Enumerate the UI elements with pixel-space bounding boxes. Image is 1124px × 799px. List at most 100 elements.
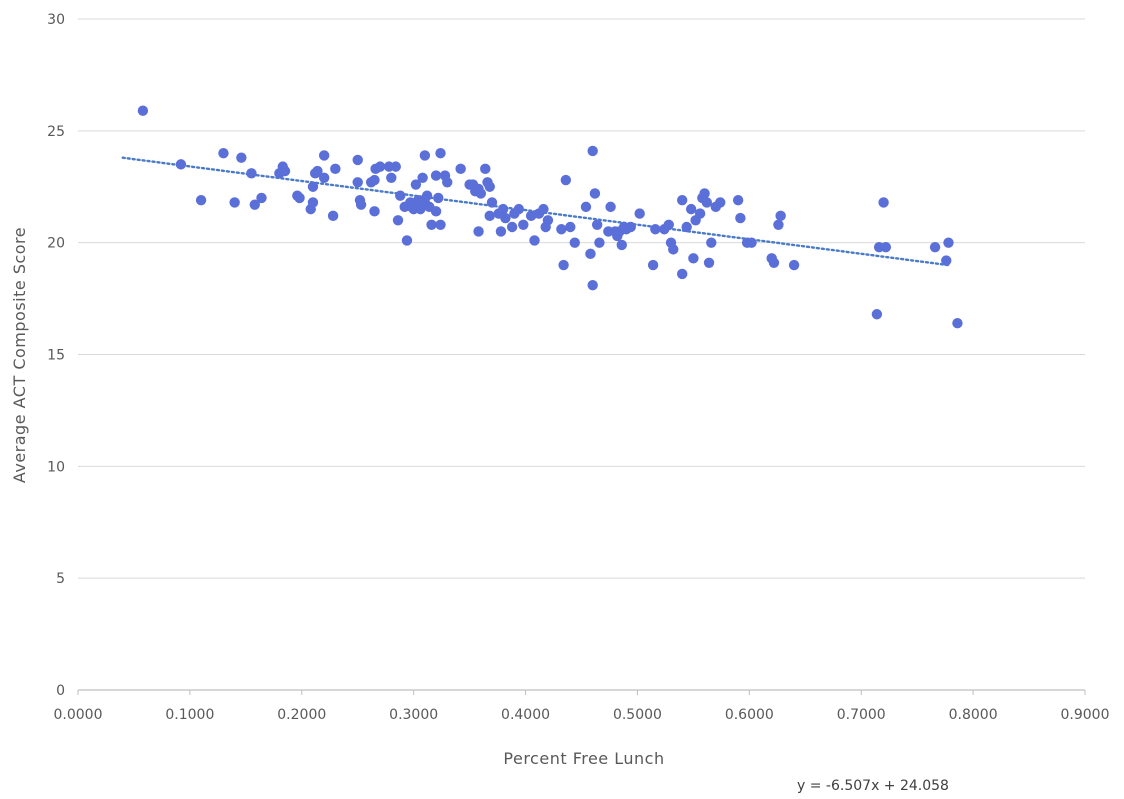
data-point xyxy=(195,194,207,206)
data-point xyxy=(484,181,495,192)
data-point xyxy=(605,201,616,213)
data-point xyxy=(650,224,661,235)
data-point xyxy=(685,203,697,215)
data-point xyxy=(473,226,484,237)
data-point xyxy=(484,210,495,222)
data-point xyxy=(587,145,598,157)
data-point xyxy=(677,194,688,206)
data-point xyxy=(681,221,692,233)
data-point xyxy=(585,248,596,260)
data-point xyxy=(430,206,442,217)
data-point xyxy=(941,255,952,266)
data-point xyxy=(513,203,525,215)
x-tick-label: 0.2000 xyxy=(277,707,326,723)
data-point xyxy=(878,197,889,208)
data-point xyxy=(560,174,572,186)
data-point xyxy=(369,206,380,217)
data-point xyxy=(229,197,240,208)
x-tick-label: 0.4000 xyxy=(501,707,550,723)
data-point xyxy=(307,181,319,192)
data-point xyxy=(256,192,267,204)
data-point xyxy=(616,239,627,251)
data-point xyxy=(369,174,380,186)
data-point xyxy=(417,172,428,184)
data-point xyxy=(587,279,598,291)
data-point xyxy=(374,161,386,172)
data-point xyxy=(775,210,786,222)
data-point xyxy=(435,148,446,159)
data-point xyxy=(735,212,746,224)
data-point xyxy=(694,208,706,219)
data-point xyxy=(327,210,339,222)
y-tick-label: 25 xyxy=(47,124,65,140)
data-point xyxy=(529,235,540,246)
trendline-equation: y = -6.507x + 24.058 xyxy=(797,778,949,794)
data-point xyxy=(419,150,431,161)
data-point xyxy=(746,237,757,248)
y-tick-label: 15 xyxy=(47,348,65,364)
data-point xyxy=(699,188,710,199)
data-point xyxy=(433,192,444,204)
data-point xyxy=(788,259,800,271)
data-point xyxy=(703,257,715,268)
data-point xyxy=(715,197,726,208)
data-point xyxy=(435,219,446,230)
data-point xyxy=(677,268,688,280)
data-point xyxy=(634,208,645,219)
data-point xyxy=(663,219,674,230)
x-tick-label: 0.9000 xyxy=(1061,707,1110,723)
data-point xyxy=(430,170,442,181)
data-point xyxy=(594,237,605,248)
data-point xyxy=(591,219,603,230)
gridlines xyxy=(78,18,1085,579)
data-point xyxy=(307,197,319,208)
y-tick-label: 0 xyxy=(56,683,65,699)
data-point xyxy=(294,192,305,204)
data-point xyxy=(455,163,466,175)
data-point xyxy=(318,172,330,184)
data-point xyxy=(355,199,367,210)
data-point xyxy=(525,210,537,222)
data-point xyxy=(565,221,576,233)
axes xyxy=(77,689,1086,695)
data-point xyxy=(386,172,397,184)
data-point xyxy=(706,237,717,248)
data-point xyxy=(410,179,422,190)
data-point xyxy=(880,241,892,253)
y-tick-label: 20 xyxy=(47,236,65,252)
data-point xyxy=(395,190,406,201)
data-point xyxy=(518,219,529,230)
data-point xyxy=(556,224,567,235)
data-point xyxy=(506,221,518,233)
data-point xyxy=(392,215,404,226)
x-tick-label: 0.7000 xyxy=(837,707,886,723)
data-point xyxy=(236,152,247,163)
data-point xyxy=(688,253,699,264)
data-point xyxy=(475,188,486,199)
data-point xyxy=(175,159,187,170)
data-point xyxy=(929,241,941,253)
y-axis-label: Average ACT Composite Score xyxy=(10,227,29,483)
data-point xyxy=(495,226,507,237)
data-point xyxy=(421,190,433,201)
data-point xyxy=(137,105,149,116)
data-point xyxy=(249,199,260,210)
data-point xyxy=(701,197,713,208)
data-point xyxy=(542,215,554,226)
data-point xyxy=(589,188,601,199)
data-point xyxy=(318,150,330,161)
data-point xyxy=(500,212,511,224)
data-point xyxy=(279,165,291,177)
data-point xyxy=(871,309,883,320)
data-point xyxy=(732,194,744,206)
data-point xyxy=(426,219,437,230)
data-point xyxy=(558,259,569,271)
data-point xyxy=(773,219,784,230)
x-tick-label: 0.8000 xyxy=(949,707,998,723)
data-point xyxy=(442,177,453,188)
data-point xyxy=(218,148,229,159)
data-point xyxy=(668,244,679,255)
data-point xyxy=(538,203,549,215)
data-point xyxy=(768,257,780,268)
